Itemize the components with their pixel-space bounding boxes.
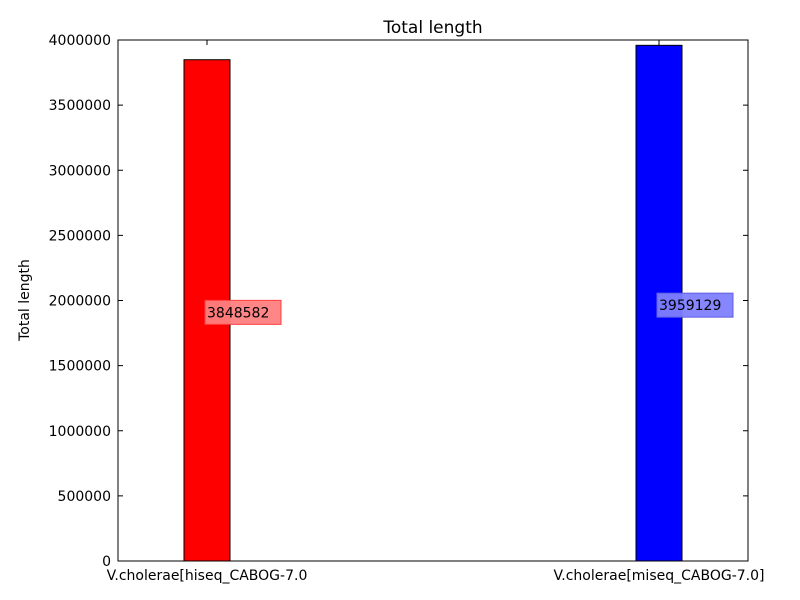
y-tick-label: 1000000 xyxy=(49,424,111,440)
y-tick-label: 3000000 xyxy=(49,163,111,179)
x-tick-label: V.cholerae[miseq_CABOG-7.0] xyxy=(554,568,765,584)
data-label: 3959129 xyxy=(659,298,721,314)
x-ticks: V.cholerae[hiseq_CABOG-7.0 V.cholerae[mis… xyxy=(107,40,765,584)
data-label-box xyxy=(204,299,282,325)
y-tick-label: 2000000 xyxy=(49,294,111,310)
y-tick-label: 3500000 xyxy=(49,98,111,114)
y-tick-label: 1500000 xyxy=(49,359,111,375)
y-tick-label: 2500000 xyxy=(49,228,111,244)
data-label: 3848582 xyxy=(207,305,269,321)
y-tick-label: 0 xyxy=(102,554,111,570)
y-axis-label: Total length xyxy=(17,259,33,342)
x-tick-label: V.cholerae[hiseq_CABOG-7.0 xyxy=(107,568,308,584)
y-tick-label: 500000 xyxy=(58,489,111,505)
data-label-box xyxy=(656,292,734,318)
chart-title: Total length xyxy=(382,18,482,38)
y-ticks: 0 500000 1000000 1500000 2000000 2500000 30000… xyxy=(49,33,748,570)
y-tick-label: 4000000 xyxy=(49,33,111,49)
data-labels: 3848582 3959129 xyxy=(204,292,734,325)
plot-frame xyxy=(117,39,749,562)
